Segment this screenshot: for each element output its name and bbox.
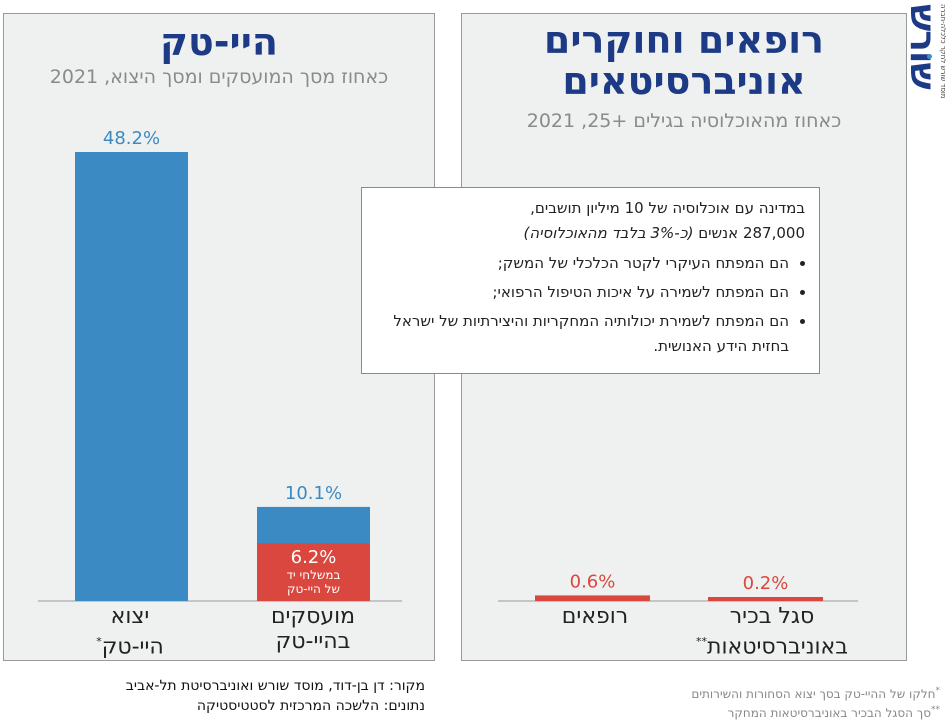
category-label-line1: יצוא [110, 604, 150, 629]
category-label-line1: רופאים [561, 604, 629, 629]
doctors-subtitle: כאחוז מהאוכלוסיה בגילים +25, 2021 [526, 110, 842, 132]
segment-note-line2: של היי-טק [287, 582, 340, 596]
shoresh-logo: שורש מוסד שורש לחקר כלכלה-חברה [902, 0, 947, 130]
info-line1: במדינה עם אוכלוסיה של 10 מיליון תושבים, [530, 199, 805, 217]
bar [535, 595, 650, 601]
footnotes: *חלקו של ההיי-טק בסך יצוא הסחורות והשירו… [600, 683, 940, 721]
info-bullet: הם המפתח העיקרי לקטר הכלכלי של המשק; [372, 251, 789, 276]
category-label-doctors: רופאים [520, 604, 670, 629]
category-label-line2: באוניברסיטאות [707, 634, 848, 660]
info-box: במדינה עם אוכלוסיה של 10 מיליון תושבים, … [361, 187, 820, 374]
info-bullet: הם המפתח לשמירה על איכות הטיפול הרפואי; [372, 280, 789, 305]
bar [708, 597, 823, 601]
logo-wordmark: שורש [902, 4, 943, 89]
category-label-line1: מועסקים [270, 604, 356, 629]
data-source-line: נתונים: הלשכה המרכזית לסטטיסטיקה [196, 698, 425, 714]
segment-note-line1: במשלחי יד [287, 568, 341, 582]
source-line: מקור: דן בן-דוד, מוסד שורש ואוניברסיטת ת… [125, 678, 425, 694]
footnote-1: *חלקו של ההיי-טק בסך יצוא הסחורות והשירו… [691, 686, 940, 701]
info-line2-plain: 287,000 אנשים [693, 224, 805, 242]
bar-value-label: 0.6% [570, 571, 616, 592]
bar [75, 152, 188, 601]
footnote-2-text: סך הסגל הבכיר באוניברסיטאות המחקר [727, 706, 931, 720]
info-bullet-list: הם המפתח העיקרי לקטר הכלכלי של המשק; הם … [372, 251, 805, 359]
footnote-1-text: חלקו של ההיי-טק בסך יצוא הסחורות והשירות… [691, 687, 936, 701]
segment-value-label: 6.2% [291, 547, 337, 568]
category-label-hitech-employees: מועסקים בהיי-טק [228, 604, 398, 654]
logo-dot-icon [927, 54, 932, 59]
bar-value-label: 10.1% [285, 483, 342, 504]
source-note: מקור: דן בן-דוד, מוסד שורש ואוניברסיטת ת… [0, 676, 425, 716]
bar-value-label: 0.2% [743, 573, 789, 594]
logo-tagline: מוסד שורש לחקר כלכלה-חברה [939, 4, 947, 99]
footnote-2: **סך הסגל הבכיר באוניברסיטאות המחקר [727, 705, 940, 720]
bar-value-label: 48.2% [103, 128, 160, 149]
category-label-line2: היי-טק [101, 634, 164, 660]
footnote-marker: * [96, 635, 102, 648]
info-line2-italic: (כ-3% בלבד מהאוכלוסיה) [523, 224, 694, 242]
category-label-senior-faculty: סגל בכיר באוניברסיטאות** [672, 604, 872, 659]
info-bullet: הם המפתח לשמירת יכולותיה המחקריות והיציר… [372, 309, 789, 359]
hitech-subtitle: כאחוז מסך המועסקים ומסך היצוא, 2021 [49, 66, 389, 88]
bar-segment [257, 543, 370, 601]
category-label-hitech-exports: יצוא היי-טק* [55, 604, 205, 659]
doctors-title-line1: רופאים וחוקרים [543, 18, 825, 62]
category-label-line1: סגל בכיר [729, 604, 815, 629]
category-label-line2: בהיי-טק [275, 629, 351, 654]
info-line2: 287,000 אנשים (כ-3% בלבד מהאוכלוסיה) [372, 221, 805, 246]
doctors-title-line2: אוניברסיטאים [562, 59, 806, 103]
footnote-marker: ** [696, 635, 708, 648]
hitech-title: היי-טק [159, 20, 279, 64]
